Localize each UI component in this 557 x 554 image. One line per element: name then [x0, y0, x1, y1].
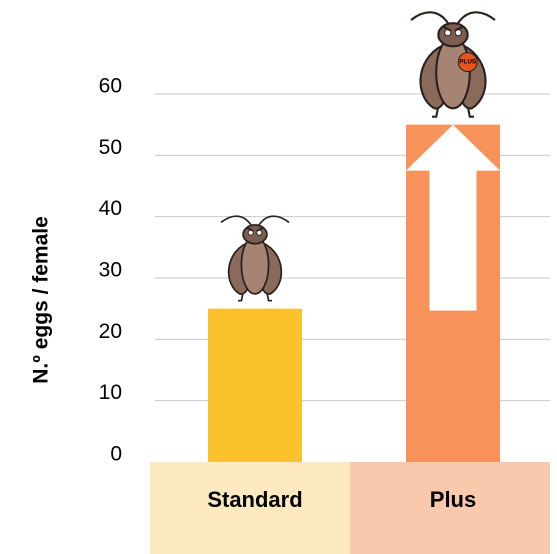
- antenna: [456, 11, 496, 25]
- body: [435, 35, 471, 110]
- cockroach-icon: [220, 215, 290, 302]
- y-tick-label: 40: [99, 197, 122, 220]
- bar: [208, 308, 302, 462]
- badge: [457, 52, 478, 73]
- increase-arrow: [406, 124, 500, 311]
- leg: [432, 105, 474, 118]
- y-tick-label: 50: [99, 136, 122, 159]
- y-tick-label: 60: [99, 75, 122, 98]
- y-tick-label: 10: [99, 381, 122, 404]
- x-tick-label: Plus: [430, 487, 476, 512]
- badge-label: PLUS: [459, 59, 476, 66]
- y-tick-label: 0: [110, 443, 122, 466]
- y-tick-label: 30: [99, 259, 122, 282]
- antenna: [220, 215, 253, 227]
- category-band: [150, 462, 350, 554]
- category-band: [350, 462, 550, 554]
- leg: [237, 291, 273, 302]
- antenna: [410, 11, 450, 25]
- brow: [246, 226, 264, 232]
- y-axis-label: N.º eggs / female: [30, 216, 53, 384]
- body: [240, 235, 270, 295]
- y-tick-label: 20: [99, 320, 122, 343]
- antenna: [257, 215, 290, 227]
- x-tick-label: Standard: [207, 487, 302, 512]
- cockroach-icon: PLUS: [410, 11, 496, 118]
- brow: [442, 25, 464, 32]
